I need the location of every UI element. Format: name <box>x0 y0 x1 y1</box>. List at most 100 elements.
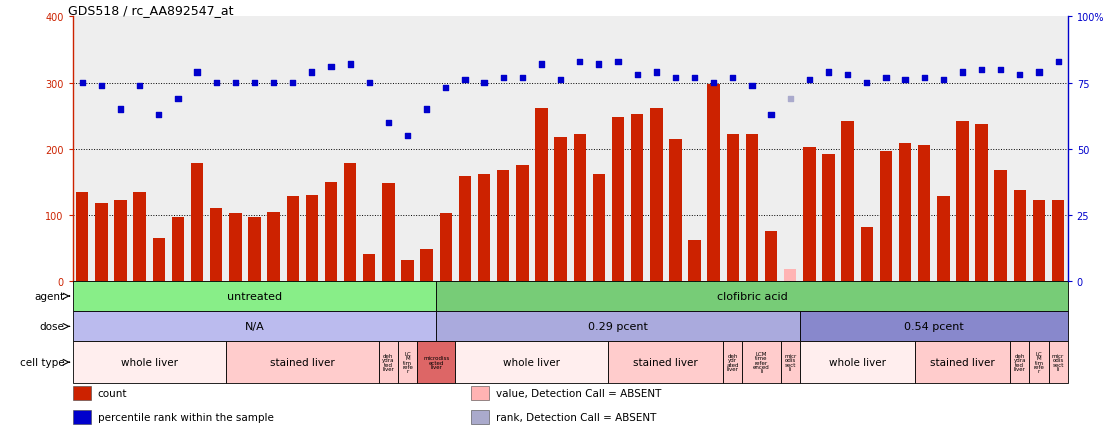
Bar <box>517 166 529 281</box>
Bar <box>880 151 892 281</box>
Bar <box>727 135 739 281</box>
Point <box>590 61 608 68</box>
Point <box>992 67 1010 74</box>
Bar <box>73 281 436 312</box>
Bar <box>975 124 988 281</box>
Bar <box>1030 342 1049 383</box>
Text: whole liver: whole liver <box>121 357 178 367</box>
Bar <box>780 342 799 383</box>
Text: N/A: N/A <box>245 322 264 332</box>
Point <box>93 82 111 89</box>
Point <box>723 75 741 82</box>
Point <box>762 112 780 118</box>
Bar <box>229 213 241 281</box>
Bar <box>746 135 758 281</box>
Bar <box>324 182 338 281</box>
Bar <box>210 209 222 281</box>
Point <box>781 95 799 102</box>
Bar <box>498 171 510 281</box>
Bar <box>417 342 455 383</box>
Point <box>475 80 493 87</box>
Text: dose: dose <box>40 322 65 332</box>
Bar <box>995 171 1007 281</box>
Point <box>571 59 589 66</box>
Bar <box>861 227 873 281</box>
Bar <box>689 240 701 281</box>
Bar <box>191 164 203 281</box>
Text: stained liver: stained liver <box>930 357 995 367</box>
Point <box>532 61 550 68</box>
Bar <box>172 217 184 281</box>
Bar <box>73 342 226 383</box>
Text: LC
M
tim
refe
r: LC M tim refe r <box>402 351 413 374</box>
Bar <box>822 155 835 281</box>
Bar <box>555 138 567 281</box>
Text: 0.54 pcent: 0.54 pcent <box>903 322 964 332</box>
Bar <box>73 386 91 400</box>
Point <box>685 75 703 82</box>
Point <box>858 80 875 87</box>
Text: percentile rank within the sample: percentile rank within the sample <box>97 411 274 421</box>
Point <box>188 69 206 76</box>
Bar <box>248 217 260 281</box>
Bar <box>1014 190 1026 281</box>
Point <box>954 69 972 76</box>
Bar <box>305 195 319 281</box>
Point <box>935 77 953 84</box>
Point <box>341 61 359 68</box>
Point <box>169 95 187 102</box>
Point <box>456 77 474 84</box>
Bar <box>708 85 720 281</box>
Point <box>819 69 837 76</box>
Text: micr
odis
sect
li: micr odis sect li <box>784 353 796 372</box>
Text: LC
M
tim
refe
r: LC M tim refe r <box>1033 351 1044 374</box>
Point <box>877 75 894 82</box>
Point <box>207 80 225 87</box>
Bar <box>612 118 624 281</box>
Bar <box>608 342 723 383</box>
Text: agent: agent <box>35 291 65 301</box>
Bar <box>226 342 379 383</box>
Bar <box>918 146 930 281</box>
Bar <box>742 342 780 383</box>
Point <box>628 72 646 79</box>
Bar <box>650 108 663 281</box>
Point <box>360 80 378 87</box>
Text: untreated: untreated <box>227 291 282 301</box>
Bar <box>799 342 915 383</box>
Bar <box>1052 201 1064 281</box>
Bar <box>436 281 1068 312</box>
Point <box>609 59 627 66</box>
Point <box>265 80 283 87</box>
Text: cell type: cell type <box>20 357 65 367</box>
Bar <box>723 342 742 383</box>
Text: whole liver: whole liver <box>828 357 885 367</box>
Bar <box>401 260 414 281</box>
Point <box>743 82 761 89</box>
Bar <box>536 108 548 281</box>
Bar <box>436 312 799 342</box>
Point <box>379 119 397 126</box>
Bar <box>1011 342 1030 383</box>
Point <box>150 112 168 118</box>
Text: value, Detection Call = ABSENT: value, Detection Call = ABSENT <box>495 388 661 398</box>
Bar <box>73 312 436 342</box>
Bar <box>842 122 854 281</box>
Bar <box>574 135 586 281</box>
Point <box>551 77 569 84</box>
Text: stained liver: stained liver <box>269 357 334 367</box>
Text: deh
ydra
ted
liver: deh ydra ted liver <box>382 353 395 372</box>
Bar <box>344 164 357 281</box>
Bar <box>631 115 643 281</box>
Bar <box>286 197 299 281</box>
Point <box>666 75 684 82</box>
Text: micr
odis
sect
li: micr odis sect li <box>1052 353 1064 372</box>
Point <box>494 75 512 82</box>
Point <box>916 75 934 82</box>
Point <box>897 77 915 84</box>
Bar <box>915 342 1011 383</box>
Point <box>838 72 856 79</box>
Bar <box>956 122 968 281</box>
Point <box>1011 72 1029 79</box>
Bar <box>379 342 398 383</box>
